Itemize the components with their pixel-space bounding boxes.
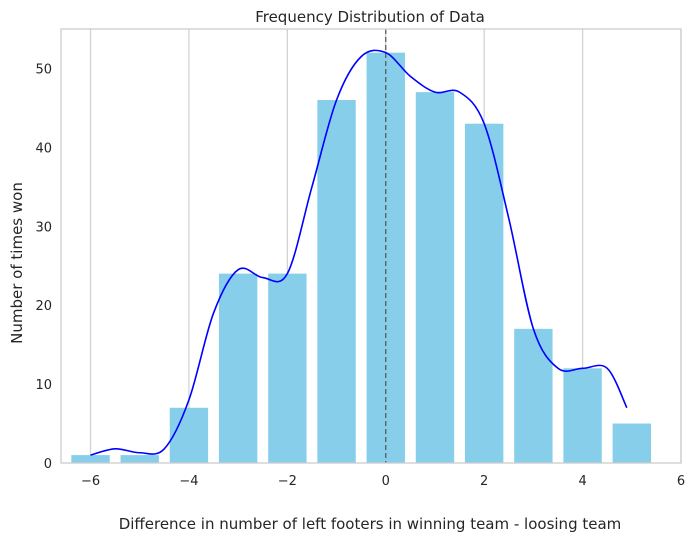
y-tick-labels: 0 10 20 30 40 50 [35,62,52,472]
x-tick-label: −4 [179,474,198,489]
plot-frame [60,28,682,464]
bar-layer [71,52,651,464]
y-tick-label: 40 [35,141,52,156]
x-tick-label: 4 [578,474,586,489]
histogram-bar [268,273,307,463]
kde-layer [90,49,628,456]
x-tick-label: −6 [81,474,100,489]
y-tick-label: 0 [44,457,52,472]
x-tick-label: 0 [382,474,390,489]
histogram-bar [317,100,356,463]
chart-title: Frequency Distribution of Data [255,8,485,26]
histogram-bar [612,423,651,463]
x-tick-label: 6 [677,474,685,489]
histogram-bar [415,92,455,464]
histogram-bar [464,123,504,463]
x-tick-label: −2 [278,474,297,489]
y-axis-title: Number of times won [8,182,26,344]
histogram-bar [514,328,553,463]
histogram-bar [218,273,258,463]
histogram-bar [71,455,110,463]
kde-curve [90,49,628,456]
histogram-bar [169,407,209,463]
y-tick-label: 50 [35,62,52,77]
y-tick-label: 20 [35,299,52,314]
y-tick-label: 10 [35,378,52,393]
histogram-bar [120,455,159,463]
histogram-bar [563,368,602,463]
y-tick-label: 30 [35,220,52,235]
x-tick-label: 2 [480,474,488,489]
x-axis-title: Difference in number of left footers in … [119,515,622,533]
x-tick-labels: −6 −4 −2 0 2 4 6 [81,474,685,489]
